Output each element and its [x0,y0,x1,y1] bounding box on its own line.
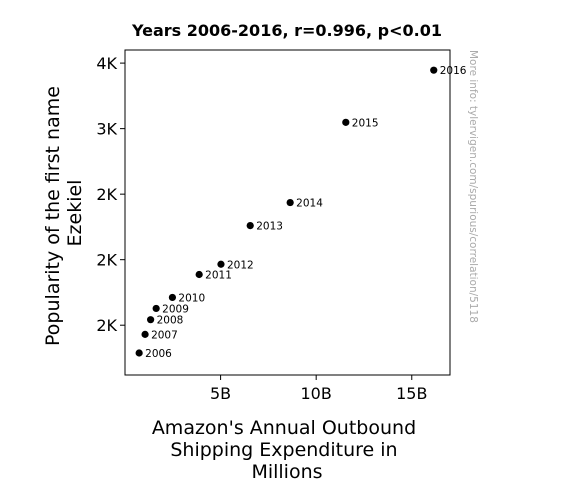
x-tick-label: 15B [396,384,427,403]
data-point [168,293,177,302]
data-point-label: 2011 [205,269,232,281]
data-point [147,316,155,324]
data-point-label: 2014 [296,198,323,210]
y-tick-label: 2K [96,316,117,335]
x-tick-label: 10B [301,384,332,403]
x-axis-label-line-3: Millions [251,461,322,483]
data-point-label: 2009 [162,303,189,315]
watermark-text: More info: tylervigen.com/spurious/corre… [467,50,479,323]
y-tick-label: 3K [96,120,117,139]
data-point-label: 2016 [440,65,467,77]
data-point [342,118,350,126]
data-point-label: 2012 [227,259,254,271]
y-tick-label: 2K [96,251,117,270]
data-point [195,270,203,279]
data-point [135,349,143,357]
data-point [217,260,225,268]
y-tick-label: 4K [96,54,117,73]
plot-frame [124,49,451,376]
data-point [141,330,149,338]
chart-title: Years 2006-2016, r=0.996, p<0.01 [131,21,442,40]
x-axis: 5B 10B 15B [210,375,427,403]
x-tick-label: 5B [210,384,231,403]
data-point [246,222,254,230]
data-point [286,198,294,207]
y-axis: 2K 2K 2K 3K 4K [96,54,125,335]
x-axis-label-line-2: Shipping Expenditure in [170,439,397,461]
x-axis-label: Amazon's Annual Outbound Shipping Expend… [152,417,422,483]
data-point [430,66,438,74]
y-axis-label-line-2: Ezekiel [64,180,86,247]
data-point-label: 2007 [151,329,178,341]
x-axis-label-line-1: Amazon's Annual Outbound [152,417,416,439]
data-point-label: 2006 [145,348,172,360]
y-tick-label: 2K [96,185,117,204]
data-point-label: 2015 [352,117,379,129]
data-point-label: 2008 [157,315,184,327]
y-axis-label: Popularity of the first name Ezekiel [42,80,86,346]
data-point [152,304,160,313]
data-point-label: 2010 [178,292,205,304]
y-axis-label-line-1: Popularity of the first name [42,86,64,346]
data-point-label: 2013 [256,221,283,233]
